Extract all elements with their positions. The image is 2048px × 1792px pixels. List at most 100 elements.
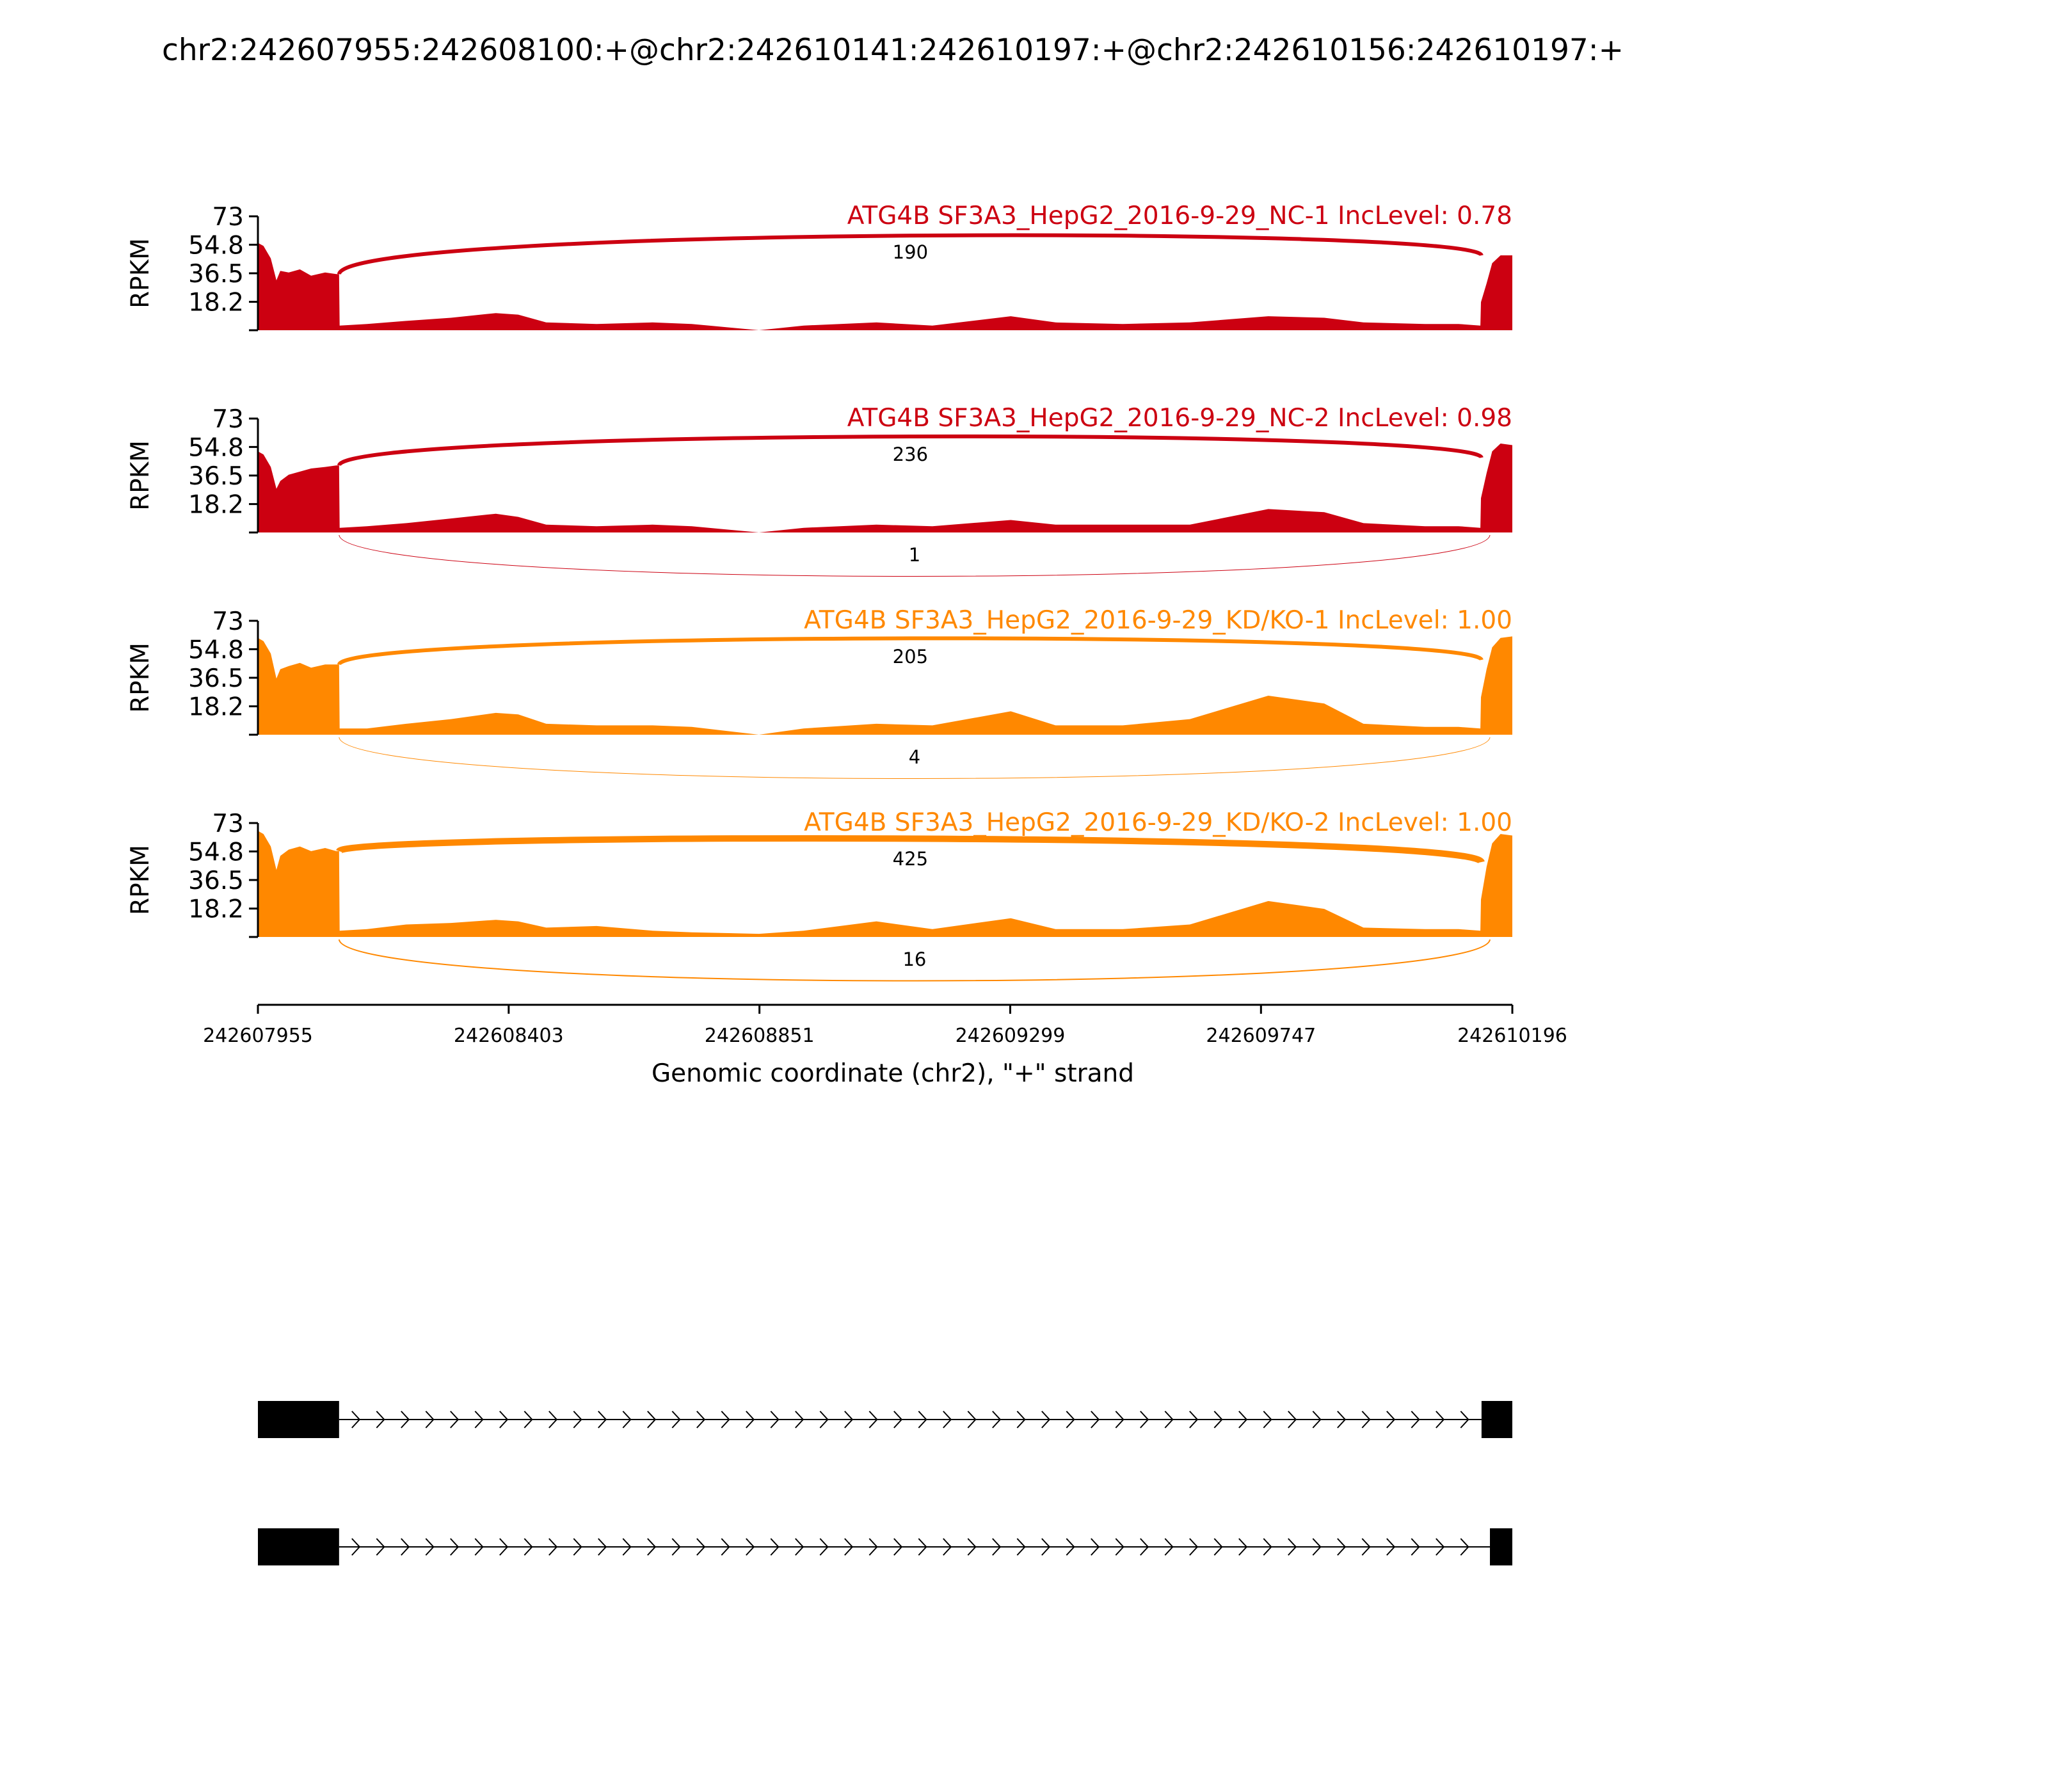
strand-arrow — [1337, 1538, 1347, 1556]
gene-models — [258, 1401, 1512, 1565]
strand-arrow — [1288, 1538, 1297, 1556]
junction-count-bg — [868, 442, 952, 467]
strand-arrow — [499, 1538, 509, 1556]
strand-arrow — [1460, 1411, 1469, 1428]
track-label: ATG4B SF3A3_HepG2_2016-9-29_NC-2 IncLeve… — [847, 404, 1512, 433]
strand-arrow — [1238, 1411, 1248, 1428]
y-tick-label: 18.2 — [188, 491, 244, 520]
gene-model-1 — [258, 1401, 1512, 1438]
strand-arrow — [1337, 1411, 1347, 1428]
strand-arrow — [573, 1538, 582, 1556]
strand-arrow — [1411, 1538, 1420, 1556]
strand-arrow — [1312, 1538, 1322, 1556]
strand-arrow — [1115, 1538, 1124, 1556]
strand-arrow — [721, 1538, 730, 1556]
strand-arrow — [1436, 1538, 1445, 1556]
strand-arrow — [647, 1538, 657, 1556]
strand-arrow — [1411, 1411, 1420, 1428]
strand-arrow — [425, 1411, 435, 1428]
strand-arrow — [1189, 1538, 1199, 1556]
strand-arrow — [1189, 1411, 1199, 1428]
strand-arrow — [401, 1538, 410, 1556]
strand-arrow — [721, 1411, 730, 1428]
strand-arrow — [696, 1538, 706, 1556]
strand-arrow — [992, 1538, 1002, 1556]
y-tick-label: 54.8 — [188, 231, 244, 260]
strand-arrow — [1263, 1411, 1272, 1428]
strand-arrow — [474, 1538, 484, 1556]
junction-count: 16 — [902, 948, 926, 970]
y-axis-label: RPKM — [126, 643, 155, 713]
junction-count-bg — [868, 239, 952, 265]
strand-arrow — [524, 1411, 533, 1428]
strand-arrow — [1115, 1411, 1124, 1428]
junction-arc — [335, 835, 1485, 865]
strand-arrow — [1140, 1538, 1149, 1556]
strand-arrow — [622, 1411, 632, 1428]
y-axis-label: RPKM — [126, 440, 155, 511]
strand-arrow — [647, 1411, 657, 1428]
junction-count: 190 — [893, 241, 928, 263]
y-tick-label: 73 — [212, 810, 244, 838]
strand-arrow — [893, 1538, 903, 1556]
strand-arrow — [1436, 1411, 1445, 1428]
strand-arrow — [1386, 1411, 1396, 1428]
y-tick-label: 73 — [212, 405, 244, 434]
strand-arrow — [795, 1411, 804, 1428]
x-axis: 242607955 242608403 242608851 242609299 2426… — [203, 1004, 1567, 1047]
strand-arrow — [967, 1538, 977, 1556]
strand-arrow — [844, 1538, 854, 1556]
strand-arrow — [351, 1538, 361, 1556]
strand-arrow — [992, 1411, 1002, 1428]
strand-arrow — [548, 1411, 558, 1428]
track-label: ATG4B SF3A3_HepG2_2016-9-29_NC-1 IncLeve… — [847, 202, 1512, 230]
strand-arrow — [1091, 1538, 1100, 1556]
junction-arc — [337, 434, 1484, 467]
exon — [258, 1401, 339, 1438]
junction-count: 205 — [893, 646, 928, 668]
strand-arrow — [598, 1411, 607, 1428]
strand-arrow — [1288, 1411, 1297, 1428]
strand-arrow — [868, 1538, 878, 1556]
y-tick-label: 73 — [212, 203, 244, 232]
strand-arrow — [598, 1538, 607, 1556]
strand-arrow — [819, 1411, 829, 1428]
strand-arrow — [746, 1411, 755, 1428]
strand-arrow — [671, 1411, 681, 1428]
strand-arrow — [1066, 1411, 1075, 1428]
junction-count: 4 — [909, 746, 920, 768]
strand-arrow — [868, 1411, 878, 1428]
strand-arrow — [795, 1538, 804, 1556]
junction-count: 425 — [893, 848, 928, 870]
strand-arrow — [1016, 1411, 1026, 1428]
strand-arrow — [1386, 1538, 1396, 1556]
strand-arrow — [770, 1411, 780, 1428]
strand-arrow — [918, 1411, 927, 1428]
exon — [1481, 1401, 1512, 1438]
strand-arrow — [1164, 1538, 1174, 1556]
strand-arrow — [1016, 1538, 1026, 1556]
x-tick-label: 242610196 — [1457, 1025, 1567, 1047]
strand-arrow — [943, 1411, 952, 1428]
junction-count-bg — [879, 947, 950, 972]
y-axis-label: RPKM — [126, 238, 155, 308]
strand-arrow — [1460, 1538, 1469, 1556]
y-axis-label: RPKM — [126, 845, 155, 915]
strand-arrow — [1066, 1538, 1075, 1556]
y-tick-label: 54.8 — [188, 636, 244, 664]
x-tick-label: 242608851 — [705, 1025, 815, 1047]
strand-arrow — [499, 1411, 509, 1428]
strand-arrow — [376, 1411, 385, 1428]
strand-arrow — [1213, 1538, 1223, 1556]
figure-title: chr2:242607955:242608100:+@chr2:24261014… — [162, 33, 1624, 68]
strand-arrow — [450, 1538, 460, 1556]
strand-arrow — [1312, 1411, 1322, 1428]
junction-arc — [339, 737, 1491, 779]
junction-count-bg — [868, 644, 952, 669]
strand-arrow — [1213, 1411, 1223, 1428]
x-tick-label: 242607955 — [203, 1025, 313, 1047]
